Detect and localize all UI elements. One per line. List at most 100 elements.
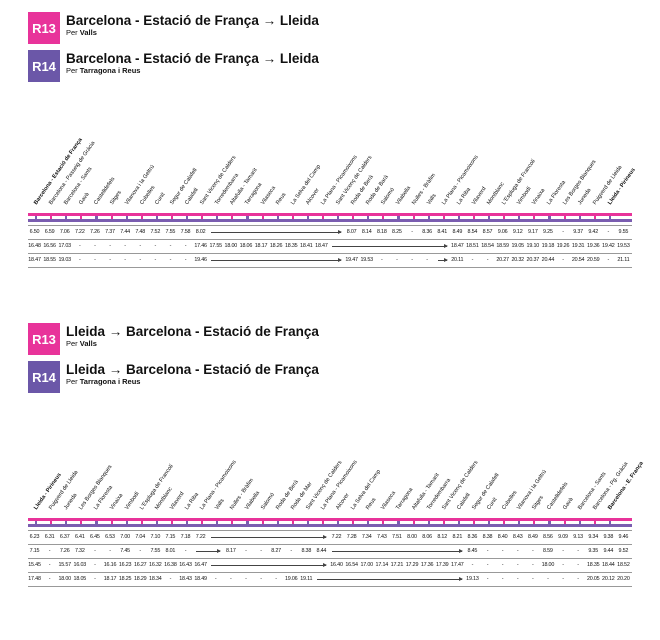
station-marker xyxy=(261,521,264,524)
table-row: 6.50 6.59 7.06 7.22 7.26 7.37 7.44 7.48 7.52 7.55… xyxy=(28,225,632,240)
time-cell: 9.17 xyxy=(527,229,538,235)
station-marker xyxy=(533,521,536,524)
time-cell: - xyxy=(78,257,81,263)
time-cell: 8.18 xyxy=(376,229,387,235)
time-cell: 15.45 xyxy=(28,562,41,568)
timetable-rows: 6.23 6.31 6.37 6.41 6.45 6.53 7.00 7.04 7.10 7.15… xyxy=(28,530,632,587)
time-cell: - xyxy=(531,576,534,582)
station-name: Juneda xyxy=(63,492,79,511)
station-name: Salomó xyxy=(380,187,397,206)
time-cell: 7.06 xyxy=(59,229,70,235)
time-cell: - xyxy=(516,548,519,554)
route-badge-r13: R13 xyxy=(28,12,60,44)
time-cell: 9.09 xyxy=(558,534,568,540)
time-cell: 16.54 xyxy=(345,562,358,568)
time-cell: - xyxy=(260,548,262,554)
time-cell: - xyxy=(501,576,504,582)
station-name: La Riba xyxy=(455,186,472,206)
time-cell: 20.44 xyxy=(541,257,555,263)
time-cell: 8.59 xyxy=(543,548,553,554)
time-cell: - xyxy=(562,548,564,554)
table-row: 7.15 - 7.26 7.32 - - 7.45 - 7.55 8.01 - 8.17 - - 8.27 -… xyxy=(28,545,632,559)
time-cell: - xyxy=(516,562,519,568)
time-cell: 20.27 xyxy=(496,257,509,263)
time-cell: 18.51 xyxy=(466,243,479,249)
time-cell: 7.58 xyxy=(180,229,191,235)
time-cell: - xyxy=(486,562,489,568)
time-cell: 18.55 xyxy=(43,257,56,263)
station-marker xyxy=(367,216,370,219)
time-cell: 18.26 xyxy=(269,243,283,249)
time-cell: - xyxy=(94,243,96,249)
time-cell: 6.50 xyxy=(29,229,40,235)
station-marker xyxy=(201,521,204,524)
route-via: Per Tarragona i Reus xyxy=(66,377,141,386)
time-cell: 7.18 xyxy=(180,534,191,540)
time-cell: 20.37 xyxy=(526,257,540,263)
time-cell: 6.23 xyxy=(29,534,40,540)
time-cell: - xyxy=(501,562,504,568)
time-cell: 19.36 xyxy=(586,243,600,249)
station-marker xyxy=(563,521,566,524)
time-cell: 8.02 xyxy=(195,229,206,235)
station-name: Alcover xyxy=(335,492,351,511)
station-marker xyxy=(578,216,581,219)
time-cell: - xyxy=(547,576,549,582)
station-name: Vilaseca xyxy=(259,185,277,206)
time-cell: 16.40 xyxy=(330,562,343,568)
station-marker xyxy=(367,521,370,524)
station-marker xyxy=(35,216,38,219)
station-marker xyxy=(170,521,174,524)
station-name: Segur de Calafell xyxy=(470,472,501,511)
time-cell: 16.23 xyxy=(118,562,132,568)
time-cell: 18.00 xyxy=(541,562,555,568)
station-marker xyxy=(352,521,355,524)
time-cell: - xyxy=(471,257,474,263)
time-cell: 19.53 xyxy=(360,257,373,263)
time-cell: 18.47 xyxy=(451,243,464,249)
station-marker xyxy=(427,216,430,219)
time-cell: 6.41 xyxy=(74,534,85,540)
station-marker xyxy=(65,216,68,219)
time-cell: 17.14 xyxy=(375,562,389,568)
station-name: Cunit xyxy=(153,191,167,206)
time-cell: 8.06 xyxy=(422,534,432,540)
station-marker xyxy=(578,521,581,524)
time-cell: - xyxy=(411,229,413,235)
time-cell: 16.16 xyxy=(103,562,117,568)
time-cell: 8.49 xyxy=(527,534,538,540)
time-cell: 8.43 xyxy=(512,534,523,540)
station-marker xyxy=(155,521,158,524)
station-marker xyxy=(518,216,521,219)
time-cell: 7.37 xyxy=(105,229,115,235)
station-marker xyxy=(488,216,491,219)
time-cell: 18.59 xyxy=(496,243,509,249)
station-name: Gavà xyxy=(561,496,575,511)
time-cell: - xyxy=(94,576,96,582)
time-cell: 18.52 xyxy=(617,562,630,568)
table-row: 6.23 6.31 6.37 6.41 6.45 6.53 7.00 7.04 7.10 7.15… xyxy=(28,530,632,545)
station-marker xyxy=(488,521,491,524)
time-cell: 8.57 xyxy=(482,229,493,235)
route-header-r13-in: R13 Lleida → Barcelona - Estació de Fran… xyxy=(28,323,319,355)
route-badge-r13: R13 xyxy=(28,323,60,355)
time-cell: 8.49 xyxy=(452,229,463,235)
time-cell: 18.43 xyxy=(179,576,192,582)
time-cell: 7.34 xyxy=(361,534,372,540)
time-cell: 20.12 xyxy=(602,576,615,582)
station-marker xyxy=(110,521,113,524)
time-cell: 20.54 xyxy=(571,257,585,263)
route-title: Barcelona - Estació de França → Lleida xyxy=(66,51,319,66)
time-cell: 7.51 xyxy=(392,534,402,540)
station-marker xyxy=(261,216,264,219)
time-cell: - xyxy=(486,257,489,263)
time-cell: 8.00 xyxy=(407,534,417,540)
non-stop-arrow xyxy=(316,577,463,582)
station-name: Salomó xyxy=(259,492,276,511)
non-stop-arrow xyxy=(332,549,463,554)
time-cell: 7.44 xyxy=(120,229,130,235)
time-cell: - xyxy=(577,548,579,554)
time-cell: 18.35 xyxy=(586,562,600,568)
station-name: Gavà xyxy=(78,191,91,206)
station-marker xyxy=(503,216,506,219)
